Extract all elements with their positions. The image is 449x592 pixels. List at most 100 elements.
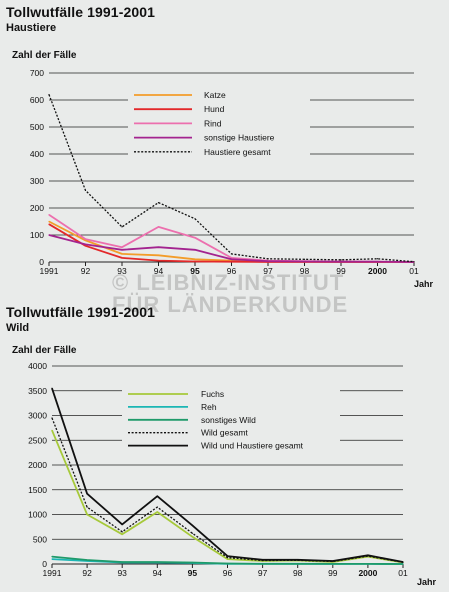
- x-tick-label: 97: [258, 568, 268, 578]
- data-point: [157, 246, 160, 248]
- x-tick-label: 96: [227, 266, 237, 276]
- data-point: [157, 226, 160, 228]
- y-tick-label: 4000: [28, 361, 47, 371]
- data-point: [86, 493, 88, 495]
- data-point: [121, 523, 123, 525]
- data-point: [191, 524, 193, 526]
- data-point: [297, 563, 299, 565]
- data-point: [157, 260, 160, 262]
- data-point: [156, 511, 158, 513]
- chart-1-ylabel: Zahl der Fälle: [12, 50, 77, 61]
- chart-2-title: Tollwutfälle 1991-2001: [6, 304, 156, 320]
- data-point: [48, 94, 50, 96]
- data-point: [86, 506, 88, 508]
- data-point: [230, 261, 233, 263]
- y-tick-label: 100: [30, 230, 44, 240]
- x-tick-label: 98: [300, 266, 310, 276]
- x-tick-label: 99: [328, 568, 338, 578]
- data-point: [194, 249, 196, 251]
- y-tick-label: 200: [30, 203, 44, 213]
- x-tick-label: 93: [117, 568, 127, 578]
- y-tick-label: 300: [30, 176, 44, 186]
- data-point: [230, 253, 233, 255]
- x-tick-label: 1991: [43, 568, 62, 578]
- y-tick-label: 400: [30, 149, 44, 159]
- data-point: [303, 260, 306, 263]
- data-point: [121, 253, 123, 255]
- data-point: [86, 559, 88, 561]
- data-point: [226, 562, 229, 565]
- chart-2-ylabel: Zahl der Fälle: [12, 345, 77, 356]
- chart-1-title: Tollwutfälle 1991-2001: [6, 4, 156, 20]
- x-tick-label: 98: [293, 568, 303, 578]
- x-tick-label: 94: [153, 568, 163, 578]
- data-point: [194, 258, 196, 260]
- data-point: [230, 258, 233, 260]
- legend-background: [122, 384, 340, 452]
- watermark-line-1: © LEIBNIZ-INSTITUT: [112, 270, 345, 295]
- data-point: [86, 513, 88, 516]
- data-point: [84, 243, 87, 246]
- x-tick-label: 01: [398, 568, 408, 578]
- data-point: [267, 260, 269, 262]
- data-point: [156, 506, 158, 508]
- x-tick-label: 1991: [40, 266, 59, 276]
- y-tick-label: 3000: [28, 411, 47, 421]
- data-point: [121, 257, 123, 259]
- data-point: [84, 239, 87, 241]
- data-point: [84, 238, 87, 240]
- x-tick-label: 2000: [368, 266, 387, 276]
- legend-label: Katze: [204, 90, 226, 100]
- y-tick-label: 1500: [28, 485, 47, 495]
- data-point: [367, 563, 369, 565]
- y-tick-label: 0: [42, 559, 47, 569]
- y-tick-label: 2000: [28, 460, 47, 470]
- data-point: [191, 561, 193, 564]
- y-tick-label: 600: [30, 95, 44, 105]
- x-tick-label: 94: [154, 266, 164, 276]
- x-tick-label: 95: [190, 266, 200, 276]
- data-point: [157, 254, 160, 256]
- legend-label: sonstiges Wild: [201, 415, 256, 425]
- legend-background: [128, 85, 310, 158]
- legend-label: Wild und Haustiere gesamt: [201, 441, 304, 451]
- chart-1-plot: 0 100 200 300 400 500 600 700 1991 92 93 94 95 96 97 98…: [30, 68, 419, 276]
- legend-label: Reh: [201, 402, 217, 412]
- data-point: [226, 556, 229, 559]
- data-point: [157, 202, 160, 204]
- legend-label: Rind: [204, 118, 222, 128]
- y-tick-label: 700: [30, 68, 44, 78]
- data-point: [191, 536, 193, 538]
- x-tick-label: 2000: [358, 568, 377, 578]
- data-point: [267, 258, 269, 260]
- data-point: [332, 560, 334, 562]
- data-point: [51, 387, 53, 389]
- data-point: [262, 563, 264, 565]
- data-point: [84, 189, 87, 192]
- data-point: [402, 561, 404, 563]
- data-point: [48, 223, 50, 225]
- x-tick-label: 97: [263, 266, 273, 276]
- chart-2-xlabel: Jahr: [417, 577, 437, 587]
- data-point: [367, 554, 369, 556]
- x-tick-label: 96: [223, 568, 233, 578]
- data-point: [48, 214, 50, 216]
- x-tick-label: 92: [81, 266, 91, 276]
- series-line-1: [48, 220, 414, 263]
- data-point: [376, 258, 379, 260]
- legend-label: Haustiere gesamt: [204, 147, 271, 157]
- y-tick-label: 0: [39, 257, 44, 267]
- data-point: [194, 237, 196, 239]
- data-point: [51, 417, 53, 419]
- data-point: [191, 532, 193, 534]
- data-point: [230, 257, 233, 259]
- data-point: [226, 555, 229, 557]
- data-point: [48, 234, 50, 236]
- data-point: [303, 258, 306, 260]
- x-tick-label: 93: [117, 266, 127, 276]
- x-tick-label: 01: [409, 266, 419, 276]
- data-point: [340, 259, 342, 261]
- data-point: [51, 558, 53, 560]
- chart-2-subtitle: Wild: [6, 322, 30, 334]
- y-tick-label: 500: [30, 122, 44, 132]
